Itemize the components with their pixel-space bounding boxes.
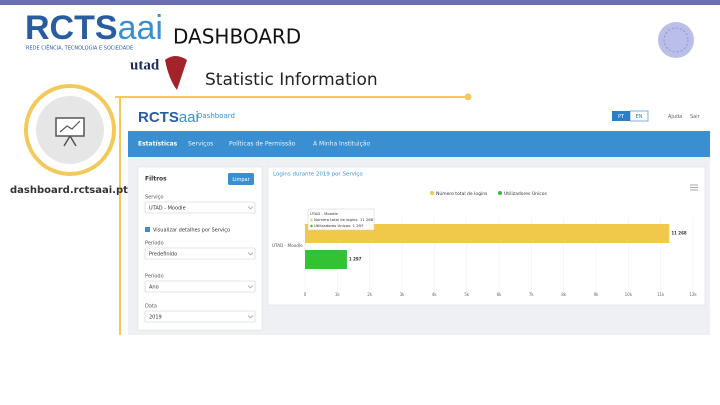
nav-item[interactable]: Estatísticas bbox=[138, 141, 178, 148]
partner-emblem bbox=[165, 56, 187, 90]
value-label: 1 297 bbox=[349, 257, 362, 262]
select-box[interactable] bbox=[144, 247, 256, 260]
legend-label: Número total de logins bbox=[436, 190, 488, 197]
header-link[interactable]: Ajuda bbox=[668, 114, 682, 120]
x-tick-label: 1k bbox=[335, 292, 341, 297]
logo-suffix: aai bbox=[118, 9, 163, 47]
checkbox-label[interactable]: Visualizar detalhes por Serviço bbox=[153, 227, 230, 233]
tooltip-dot bbox=[310, 218, 313, 222]
lang-label[interactable]: PT bbox=[618, 114, 625, 120]
select-value[interactable]: UTAD - Moodle bbox=[149, 205, 186, 211]
select-box[interactable] bbox=[144, 280, 256, 293]
select-box[interactable] bbox=[144, 201, 256, 214]
y-tick-label: UTAD - Moodle bbox=[272, 243, 303, 248]
select-caret bbox=[247, 285, 254, 289]
bar bbox=[305, 250, 347, 269]
logo-main: RCTS bbox=[25, 9, 118, 47]
filters-title: Filtros bbox=[145, 176, 167, 183]
field-label: Data bbox=[145, 304, 157, 310]
select-box[interactable] bbox=[144, 310, 256, 323]
x-tick-label: 5k bbox=[464, 292, 470, 297]
legend-label: Utilizadores Únicos bbox=[504, 190, 547, 197]
select-caret bbox=[247, 206, 254, 210]
presentation-icon-line bbox=[59, 120, 81, 133]
lang-label[interactable]: EN bbox=[636, 114, 643, 120]
x-tick-label: 12k bbox=[689, 292, 697, 297]
app-logo-suffix: aai bbox=[179, 109, 199, 126]
x-tick-label: 8k bbox=[561, 292, 567, 297]
url: dashboard.rctsaai.pt bbox=[10, 185, 128, 196]
x-tick-label: 11k bbox=[657, 292, 665, 297]
x-tick-label: 3k bbox=[400, 292, 406, 297]
select-caret bbox=[247, 252, 254, 256]
x-tick-label: 0 bbox=[304, 292, 307, 297]
partner-logo: utad bbox=[130, 57, 160, 73]
lang-button[interactable] bbox=[629, 110, 649, 122]
nav-bar bbox=[128, 131, 710, 157]
presentation-icon-leg bbox=[63, 135, 71, 147]
logo-subtitle: REDE CIÊNCIA, TECNOLOGIA E SOCIEDADE bbox=[26, 44, 133, 52]
chart-title: Logins durante 2019 por Serviço bbox=[273, 172, 363, 178]
slide-title: DASHBOARD bbox=[173, 25, 301, 49]
select-value[interactable]: Predefinido bbox=[149, 251, 177, 257]
checkbox[interactable] bbox=[145, 227, 150, 232]
x-tick-label: 4k bbox=[432, 292, 438, 297]
lang-button[interactable] bbox=[612, 111, 630, 121]
legend-swatch bbox=[430, 191, 434, 195]
field-label: Período bbox=[145, 240, 164, 247]
tooltip bbox=[307, 208, 375, 231]
tooltip-dot bbox=[310, 224, 313, 228]
tooltip-line: Utilizadores Únicos: 1 297 bbox=[314, 223, 364, 228]
legend-swatch bbox=[498, 191, 502, 195]
value-label: 11 268 bbox=[671, 231, 687, 236]
slide-subtitle: Statistic Information bbox=[205, 70, 378, 90]
clear-button-label[interactable]: Limpar bbox=[232, 177, 250, 183]
select-caret bbox=[247, 315, 254, 319]
presentation-icon-leg bbox=[69, 135, 77, 147]
field-label: Serviço bbox=[145, 195, 163, 201]
x-tick-label: 9k bbox=[594, 292, 600, 297]
tooltip-line: UTAD - Moodle bbox=[310, 211, 338, 216]
header-link[interactable]: Sair bbox=[690, 114, 701, 120]
globe-icon bbox=[658, 22, 694, 58]
logo: RCTSaai bbox=[25, 9, 163, 47]
app-header-title: Dashboard bbox=[197, 112, 235, 120]
x-tick-label: 10k bbox=[625, 292, 633, 297]
bar bbox=[305, 224, 670, 243]
nav-item[interactable]: Políticas de Permissão bbox=[229, 141, 296, 148]
menu-icon bbox=[690, 184, 698, 191]
app-logo-main: RCTS bbox=[138, 109, 179, 126]
x-tick-label: 7k bbox=[529, 292, 535, 297]
x-tick-label: 6k bbox=[497, 292, 503, 297]
clear-button[interactable] bbox=[228, 173, 254, 185]
filter-fields: Serviço UTAD - Moodle Período Predefinido Pe… bbox=[144, 195, 256, 323]
select-value[interactable]: Ano bbox=[149, 284, 159, 290]
field-label: Período bbox=[145, 273, 164, 280]
connector-dot bbox=[464, 93, 472, 101]
x-tick-label: 2k bbox=[367, 292, 373, 297]
globe-detail bbox=[663, 27, 689, 53]
app-logo: RCTSaai bbox=[138, 109, 199, 126]
top-bar bbox=[0, 0, 720, 5]
chart: 0 1k 2k 3k 4k 5k 6k 7k 8k 9k 10k 11k 12k Número total… bbox=[272, 184, 698, 297]
nav-item[interactable]: Serviços bbox=[188, 141, 213, 148]
select-value[interactable]: 2019 bbox=[149, 314, 162, 320]
presentation-icon bbox=[55, 117, 85, 137]
tooltip-line: Número total de logins: 11 268 bbox=[314, 217, 374, 222]
nav-item[interactable]: A Minha Instituição bbox=[313, 141, 371, 148]
